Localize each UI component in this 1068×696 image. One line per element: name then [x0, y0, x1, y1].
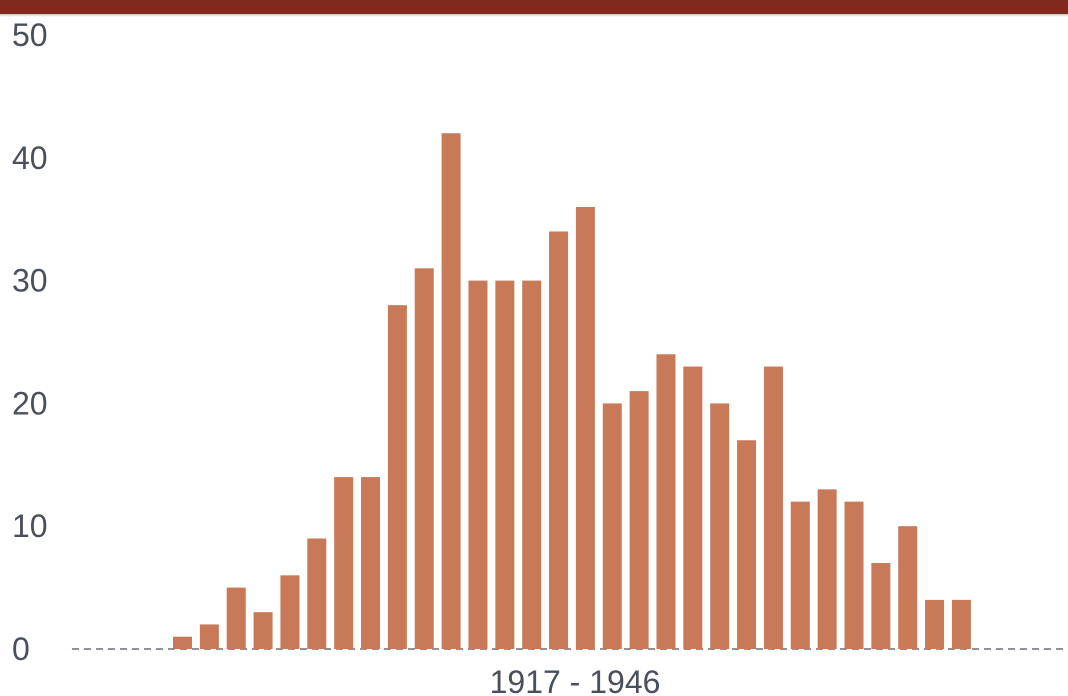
y-tick-label: 0	[12, 631, 30, 667]
bar	[334, 477, 354, 649]
bar	[307, 538, 327, 649]
bar	[468, 280, 488, 649]
y-axis: 0 10 20 30 40 50	[12, 17, 48, 667]
bar	[575, 206, 595, 650]
bar	[549, 231, 569, 650]
y-tick-label: 40	[12, 140, 48, 176]
bar	[387, 305, 407, 649]
y-tick-label: 20	[12, 385, 48, 421]
bar	[898, 526, 918, 649]
bar	[280, 575, 300, 649]
bar	[226, 587, 246, 649]
bar	[817, 489, 837, 649]
bar	[925, 599, 945, 649]
bar	[871, 563, 891, 649]
bar	[253, 612, 273, 649]
bar	[361, 477, 381, 649]
bar	[441, 133, 461, 650]
bar	[629, 391, 649, 649]
bar	[199, 624, 219, 649]
y-tick-label: 50	[12, 17, 48, 53]
bar	[495, 280, 515, 649]
bar	[951, 599, 971, 649]
bar	[763, 366, 783, 649]
y-tick-label: 30	[12, 263, 48, 299]
bar	[656, 354, 676, 649]
bar	[683, 366, 703, 649]
header-bar-shadow	[0, 14, 1068, 17]
bar	[173, 636, 192, 649]
bar-series	[173, 133, 971, 650]
bar	[522, 280, 542, 649]
bar	[737, 440, 757, 649]
bar	[710, 403, 730, 649]
bar	[844, 501, 864, 649]
header-bar	[0, 0, 1068, 14]
x-axis-label: 1917 - 1946	[490, 664, 661, 696]
bar	[790, 501, 810, 649]
bar	[602, 403, 622, 649]
bar	[414, 268, 434, 649]
y-tick-label: 10	[12, 508, 48, 544]
